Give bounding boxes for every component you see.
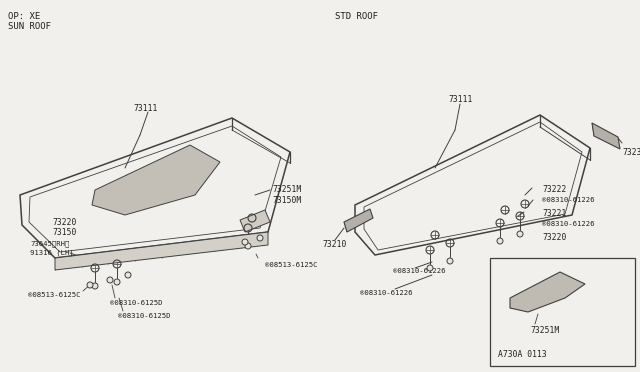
Text: 73645〈RH〉: 73645〈RH〉 [30, 240, 69, 247]
Circle shape [447, 258, 453, 264]
Text: 73222: 73222 [542, 185, 566, 194]
Text: 73251M: 73251M [272, 185, 301, 194]
Circle shape [114, 279, 120, 285]
Polygon shape [55, 232, 268, 270]
Circle shape [257, 235, 263, 241]
Polygon shape [592, 123, 620, 149]
Text: ®08513-6125C: ®08513-6125C [265, 262, 317, 268]
Text: ®08310-61226: ®08310-61226 [542, 197, 595, 203]
Text: 73150M: 73150M [272, 196, 301, 205]
Text: 73221: 73221 [542, 209, 566, 218]
Circle shape [125, 272, 131, 278]
Polygon shape [92, 145, 220, 215]
Circle shape [87, 282, 93, 288]
Polygon shape [510, 272, 585, 312]
Text: ®08310-61226: ®08310-61226 [542, 221, 595, 227]
Text: ®08310-6125D: ®08310-6125D [118, 313, 170, 319]
Text: A730A 0113: A730A 0113 [498, 350, 547, 359]
Text: 73111: 73111 [448, 95, 472, 104]
Circle shape [427, 265, 433, 271]
Text: 73230: 73230 [622, 148, 640, 157]
Circle shape [242, 239, 248, 245]
Text: 73220: 73220 [542, 233, 566, 242]
Text: SUN ROOF: SUN ROOF [8, 22, 51, 31]
Text: 73220: 73220 [52, 218, 76, 227]
Circle shape [92, 283, 98, 289]
Polygon shape [240, 210, 270, 232]
Circle shape [517, 231, 523, 237]
Text: 73111: 73111 [133, 104, 157, 113]
Text: ®08310-6125D: ®08310-6125D [110, 300, 163, 306]
Text: ®08513-6125C: ®08513-6125C [28, 292, 81, 298]
Polygon shape [344, 209, 373, 232]
Circle shape [497, 238, 503, 244]
Text: 73251M: 73251M [530, 326, 559, 335]
Text: ®08310-61226: ®08310-61226 [393, 268, 445, 274]
Circle shape [245, 243, 251, 249]
Text: OP: XE: OP: XE [8, 12, 40, 21]
Text: 73150: 73150 [52, 228, 76, 237]
Text: ®08310-61226: ®08310-61226 [360, 290, 413, 296]
Text: 73210: 73210 [322, 240, 346, 249]
Text: STD ROOF: STD ROOF [335, 12, 378, 21]
Circle shape [107, 277, 113, 283]
Text: 91316 (LH): 91316 (LH) [30, 250, 74, 257]
